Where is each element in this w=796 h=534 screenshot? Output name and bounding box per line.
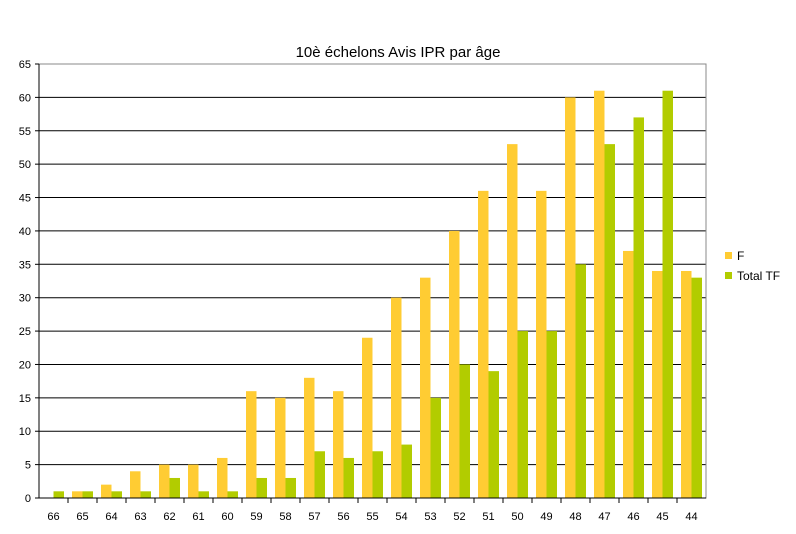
- x-tick-label-64: 64: [105, 511, 117, 523]
- y-tick-label: 45: [19, 193, 31, 205]
- bar-total-tf-64: [111, 491, 122, 498]
- bar-f-60: [217, 457, 228, 498]
- bar-total-tf-60: [227, 491, 238, 498]
- x-tick-label-46: 46: [627, 511, 639, 523]
- bars: [53, 90, 702, 499]
- y-tick-label: 25: [19, 326, 31, 338]
- x-tick-label-47: 47: [598, 511, 610, 523]
- y-tick-label: 30: [19, 293, 31, 305]
- bar-f-53: [420, 277, 431, 498]
- y-tick-label: 50: [19, 159, 31, 171]
- legend-swatch-f: [725, 252, 732, 259]
- x-tick-label-59: 59: [250, 511, 262, 523]
- bar-total-tf-66: [53, 491, 64, 498]
- bar-f-50: [507, 144, 518, 498]
- bar-f-49: [536, 190, 547, 498]
- bar-f-59: [246, 391, 257, 498]
- y-tick-label: 10: [19, 426, 31, 438]
- y-tick-label: 15: [19, 393, 31, 405]
- bar-total-tf-53: [430, 397, 441, 498]
- bar-f-45: [652, 270, 663, 498]
- bar-total-tf-52: [459, 364, 470, 498]
- y-tick-label: 60: [19, 92, 31, 104]
- x-tick-label-49: 49: [540, 511, 552, 523]
- bar-total-tf-62: [169, 477, 180, 498]
- bar-f-55: [362, 337, 373, 498]
- y-tick-label: 20: [19, 359, 31, 371]
- x-tick-label-55: 55: [366, 511, 378, 523]
- y-tick-label: 35: [19, 259, 31, 271]
- chart-title: 10è échelons Avis IPR par âge: [296, 44, 501, 61]
- bar-total-tf-58: [285, 477, 296, 498]
- y-tick-label: 65: [19, 59, 31, 71]
- bar-f-58: [275, 397, 286, 498]
- bar-total-tf-57: [314, 451, 325, 498]
- bar-total-tf-44: [691, 277, 702, 498]
- x-tick-label-61: 61: [192, 511, 204, 523]
- legend-swatch-total-tf: [725, 272, 732, 279]
- bar-total-tf-65: [82, 491, 93, 498]
- legend-label-f: F: [737, 249, 744, 263]
- bar-f-64: [101, 484, 112, 498]
- bar-f-61: [188, 464, 199, 498]
- bar-f-63: [130, 471, 141, 498]
- bar-total-tf-59: [256, 477, 267, 498]
- x-tick-label-48: 48: [569, 511, 581, 523]
- x-tick-label-58: 58: [279, 511, 291, 523]
- bar-f-54: [391, 297, 402, 498]
- x-tick-label-54: 54: [395, 511, 407, 523]
- x-tick-label-63: 63: [134, 511, 146, 523]
- bar-f-48: [565, 97, 576, 498]
- bar-f-44: [681, 270, 692, 498]
- x-tick-label-65: 65: [76, 511, 88, 523]
- bar-total-tf-46: [633, 117, 644, 499]
- x-tick-label-62: 62: [163, 511, 175, 523]
- bar-f-62: [159, 464, 170, 498]
- bar-f-47: [594, 90, 605, 498]
- bar-f-57: [304, 377, 315, 498]
- bar-total-tf-45: [662, 90, 673, 498]
- bar-total-tf-56: [343, 457, 354, 498]
- bar-total-tf-49: [546, 331, 557, 498]
- x-tick-label-57: 57: [308, 511, 320, 523]
- bar-total-tf-51: [488, 371, 499, 498]
- bar-f-51: [478, 190, 489, 498]
- x-tick-label-44: 44: [685, 511, 697, 523]
- y-tick-label: 40: [19, 226, 31, 238]
- bar-total-tf-48: [575, 264, 586, 498]
- axes: [38, 63, 707, 499]
- x-tick-label-45: 45: [656, 511, 668, 523]
- y-tick-label: 5: [25, 460, 31, 472]
- bar-f-65: [72, 491, 83, 498]
- x-tick-label-56: 56: [337, 511, 349, 523]
- x-tick-label-51: 51: [482, 511, 494, 523]
- y-tick-label: 0: [25, 493, 31, 505]
- bar-total-tf-47: [604, 144, 615, 498]
- bar-f-46: [623, 250, 634, 498]
- x-tick-label-50: 50: [511, 511, 523, 523]
- bar-f-56: [333, 391, 344, 498]
- bar-total-tf-61: [198, 491, 209, 498]
- x-tick-label-60: 60: [221, 511, 233, 523]
- legend-label-total-tf: Total TF: [737, 269, 780, 283]
- legend: F Total TF: [725, 249, 780, 283]
- bar-total-tf-54: [401, 444, 412, 498]
- bar-total-tf-63: [140, 491, 151, 498]
- x-axis-ticks: 66 65 64 63 62 61 60 59 58 57 56 55 54 53 52 51 50 49 48 47…: [47, 498, 698, 523]
- x-tick-label-53: 53: [424, 511, 436, 523]
- bar-f-52: [449, 230, 460, 498]
- y-tick-label: 55: [19, 126, 31, 138]
- x-tick-label-52: 52: [453, 511, 465, 523]
- x-tick-label-66: 66: [47, 511, 59, 523]
- y-axis-ticks: 0 5 10 15 20 25 30 35 40 45 50 55 60 65: [19, 59, 39, 505]
- bar-total-tf-50: [517, 331, 528, 498]
- bar-total-tf-55: [372, 451, 383, 498]
